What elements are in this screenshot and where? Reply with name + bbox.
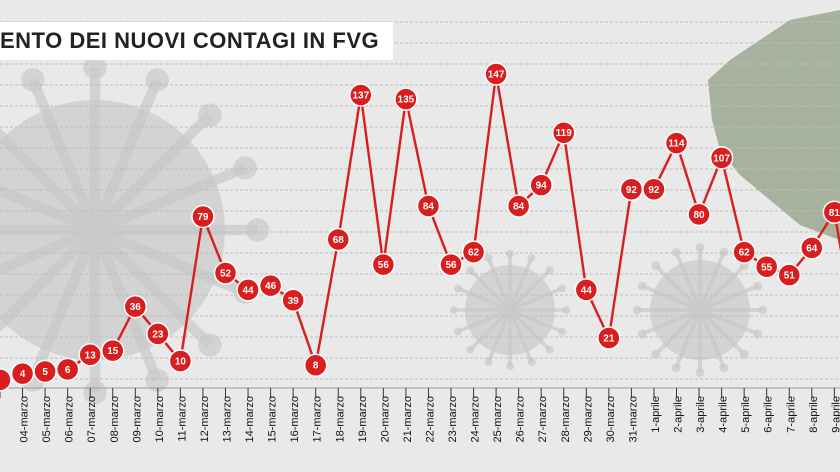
data-label: 135 [398, 95, 415, 106]
x-tick-label: 18-marzo [334, 396, 346, 442]
x-tick-label: 12-marzo [199, 396, 211, 442]
x-tick-label: 8-aprile [808, 396, 820, 433]
data-label: 68 [333, 235, 345, 246]
data-label: 5 [42, 367, 48, 378]
x-tick-label: 21-marzo [402, 396, 414, 442]
x-tick-label: 6-aprile [763, 396, 775, 433]
x-tick-label: 13-marzo [222, 396, 234, 442]
data-label: 62 [468, 248, 480, 259]
data-label: 10 [175, 357, 187, 368]
data-label: 46 [265, 281, 277, 292]
data-label: 56 [445, 260, 457, 271]
x-tick-label: 5-aprile [740, 396, 752, 433]
data-label: 137 [352, 90, 369, 101]
x-tick-label: 25-marzo [492, 396, 504, 442]
data-label: 147 [488, 70, 505, 81]
x-tick-label: 9-aprile [830, 396, 840, 433]
x-tick-label: 05-marzo [41, 396, 53, 442]
region-map-shape [708, 10, 840, 240]
data-label: 79 [197, 212, 209, 223]
x-tick-label: 22-marzo [424, 396, 436, 442]
data-label: 4 [20, 369, 26, 380]
data-label: 80 [693, 210, 705, 221]
data-label: 15 [107, 346, 119, 357]
data-label: 94 [536, 181, 548, 192]
data-label: 64 [806, 243, 818, 254]
virus-decoration [450, 250, 571, 371]
data-label: 92 [626, 185, 638, 196]
x-tick-label: 08-marzo [109, 396, 121, 442]
data-label: 81 [829, 208, 840, 219]
x-tick-label: 15-marzo [267, 396, 279, 442]
data-label: 92 [648, 185, 660, 196]
virus-decoration [0, 56, 269, 404]
x-tick-label: 1-aprile [650, 396, 662, 433]
data-label: 84 [513, 202, 525, 213]
x-tick-label: 23-marzo [447, 396, 459, 442]
data-label: 62 [739, 248, 751, 259]
data-label: 51 [784, 271, 796, 282]
x-tick-label: 26-marzo [515, 396, 527, 442]
data-label: 21 [603, 334, 615, 345]
x-tick-label: 29-marzo [582, 396, 594, 442]
x-tick-label: 10-marzo [154, 396, 166, 442]
x-tick-label: 4-aprile [718, 396, 730, 433]
x-tick-label: 27-marzo [537, 396, 549, 442]
data-label: 119 [556, 128, 573, 139]
x-tick-label: 19-marzo [357, 396, 369, 442]
x-tick-label: 14-marzo [244, 396, 256, 442]
data-label: 55 [761, 262, 773, 273]
x-tick-label: 07-marzo [86, 396, 98, 442]
x-tick-label: 06-marzo [64, 396, 76, 442]
x-tick-label: 09-marzo [131, 396, 143, 442]
data-label: 39 [288, 296, 300, 307]
x-tick-label: 11-marzo [176, 396, 188, 442]
x-tick-label: 2-aprile [673, 396, 685, 433]
x-tick-label: 30-marzo [605, 396, 617, 442]
x-tick-label: 17-marzo [312, 396, 324, 442]
x-tick-label: 7-aprile [785, 396, 797, 433]
data-label: 107 [713, 153, 730, 164]
data-label: 13 [85, 350, 97, 361]
x-tick-label: 16-marzo [289, 396, 301, 442]
x-tick-label: 24-marzo [470, 396, 482, 442]
data-label: 114 [668, 139, 685, 150]
chart-stage: 04-marzo 05-marzo 06-marzo 07-marzo 08-marzo… [0, 0, 840, 472]
line-chart: 04-marzo 05-marzo 06-marzo 07-marzo 08-marzo… [0, 0, 840, 472]
x-tick-label: 04-marzo [19, 396, 31, 442]
x-tick-label: 31-marzo [627, 396, 639, 442]
data-label: 36 [130, 302, 142, 313]
x-tick-label: 28-marzo [560, 396, 572, 442]
data-label: 84 [423, 202, 435, 213]
chart-title: ENTO DEI NUOVI CONTAGI IN FVG [0, 22, 393, 60]
data-label: 23 [152, 329, 164, 340]
x-axis: 04-marzo 05-marzo 06-marzo 07-marzo 08-marzo… [0, 388, 840, 442]
data-label: 44 [242, 285, 254, 296]
x-tick-label: 3-aprile [695, 396, 707, 433]
x-tick-label: 20-marzo [379, 396, 391, 442]
data-label: 8 [313, 361, 319, 372]
data-label: 44 [581, 285, 593, 296]
data-label: 6 [65, 365, 71, 376]
data-label: 52 [220, 269, 232, 280]
data-label: 56 [378, 260, 390, 271]
